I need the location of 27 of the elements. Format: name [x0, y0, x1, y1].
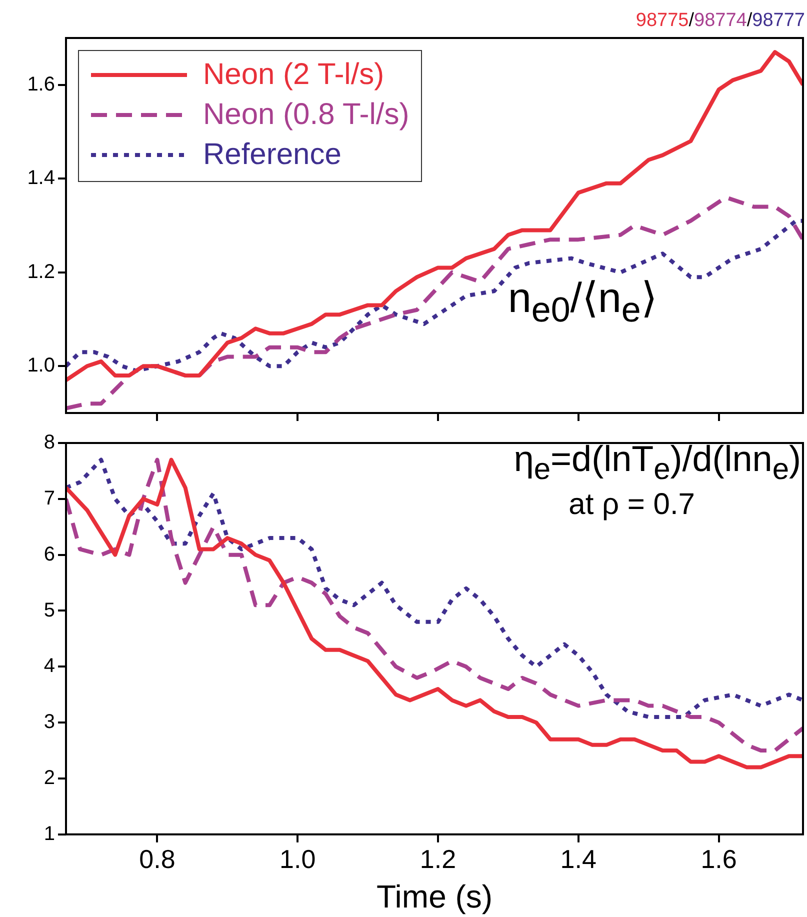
x-tick-label: 1.2: [420, 844, 456, 874]
y-tick-label: 3: [44, 711, 55, 734]
x-tick-label: 1.4: [560, 844, 596, 874]
x-axis-title: Time (s): [376, 878, 493, 915]
line-series: [66, 218, 803, 373]
text: 98775/98774/98777: [636, 10, 805, 31]
y-tick-label: 6: [44, 543, 55, 566]
annotation: at ρ = 0.7: [568, 488, 695, 522]
legend-label: Reference: [203, 137, 342, 173]
y-tick-label: 1.6: [27, 73, 55, 96]
y-tick-label: 1: [44, 822, 55, 845]
y-tick-label: 4: [44, 655, 55, 678]
y-tick-label: 1.0: [27, 354, 55, 377]
legend-label: Neon (0.8 T-l/s): [203, 97, 410, 133]
annotation: η$_{e}$=d(lnT$_{e}$)/d(lnn$_{e}$): [514, 438, 801, 488]
y-tick-label: 2: [44, 767, 55, 789]
x-tick-label: 0.8: [139, 844, 176, 874]
y-tick-label: 1.4: [27, 167, 55, 190]
y-tick-label: 1.2: [27, 260, 55, 283]
x-tick-label: 1.6: [700, 844, 737, 874]
x-tick-label: 1.0: [280, 844, 316, 874]
annotation: n$_{e0}$/⟨n$_{e}$⟩: [508, 273, 657, 330]
y-tick-label: 8: [44, 432, 55, 454]
y-tick-label: 5: [44, 599, 55, 622]
y-tick-label: 7: [44, 487, 55, 510]
legend-label: Neon (2 T-l/s): [203, 57, 384, 93]
line-series: [66, 195, 803, 410]
